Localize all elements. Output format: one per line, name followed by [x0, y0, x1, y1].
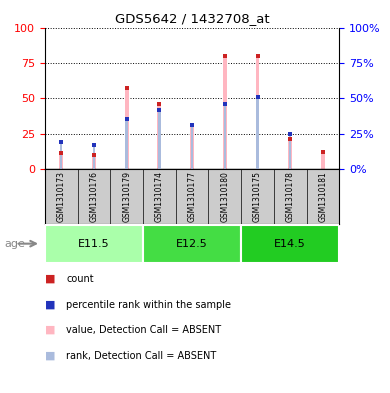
Bar [92, 155, 96, 169]
Text: GSM1310175: GSM1310175 [253, 171, 262, 222]
Text: value, Detection Call = ABSENT: value, Detection Call = ABSENT [66, 325, 222, 335]
Bar [288, 139, 292, 169]
Bar [191, 125, 193, 169]
Bar [158, 104, 161, 169]
Text: E12.5: E12.5 [176, 239, 208, 249]
Bar [255, 56, 259, 169]
Text: ■: ■ [45, 299, 55, 310]
Text: ■: ■ [45, 351, 55, 361]
Text: GSM1310174: GSM1310174 [155, 171, 164, 222]
Bar [256, 97, 259, 169]
Text: GSM1310176: GSM1310176 [89, 171, 98, 222]
Text: E14.5: E14.5 [274, 239, 306, 249]
Bar [125, 88, 129, 169]
Bar [289, 134, 291, 169]
Bar [158, 110, 161, 169]
Bar [126, 119, 128, 169]
Text: GSM1310177: GSM1310177 [188, 171, 197, 222]
Title: GDS5642 / 1432708_at: GDS5642 / 1432708_at [115, 12, 269, 25]
Text: E11.5: E11.5 [78, 239, 110, 249]
Bar [45, 225, 143, 263]
Bar [60, 142, 62, 169]
Text: ■: ■ [45, 325, 55, 335]
Text: GSM1310180: GSM1310180 [220, 171, 229, 222]
Text: age: age [4, 239, 25, 249]
Bar [93, 145, 95, 169]
Bar [241, 225, 339, 263]
Text: GSM1310178: GSM1310178 [286, 171, 295, 222]
Text: GSM1310179: GSM1310179 [122, 171, 131, 222]
Text: percentile rank within the sample: percentile rank within the sample [66, 299, 231, 310]
Bar [321, 152, 325, 169]
Bar [223, 104, 226, 169]
Text: rank, Detection Call = ABSENT: rank, Detection Call = ABSENT [66, 351, 216, 361]
Text: GSM1310173: GSM1310173 [57, 171, 66, 222]
Bar [143, 225, 241, 263]
Text: GSM1310181: GSM1310181 [319, 171, 328, 222]
Text: ■: ■ [45, 274, 55, 284]
Bar [59, 153, 63, 169]
Bar [190, 125, 194, 169]
Bar [223, 56, 227, 169]
Text: count: count [66, 274, 94, 284]
